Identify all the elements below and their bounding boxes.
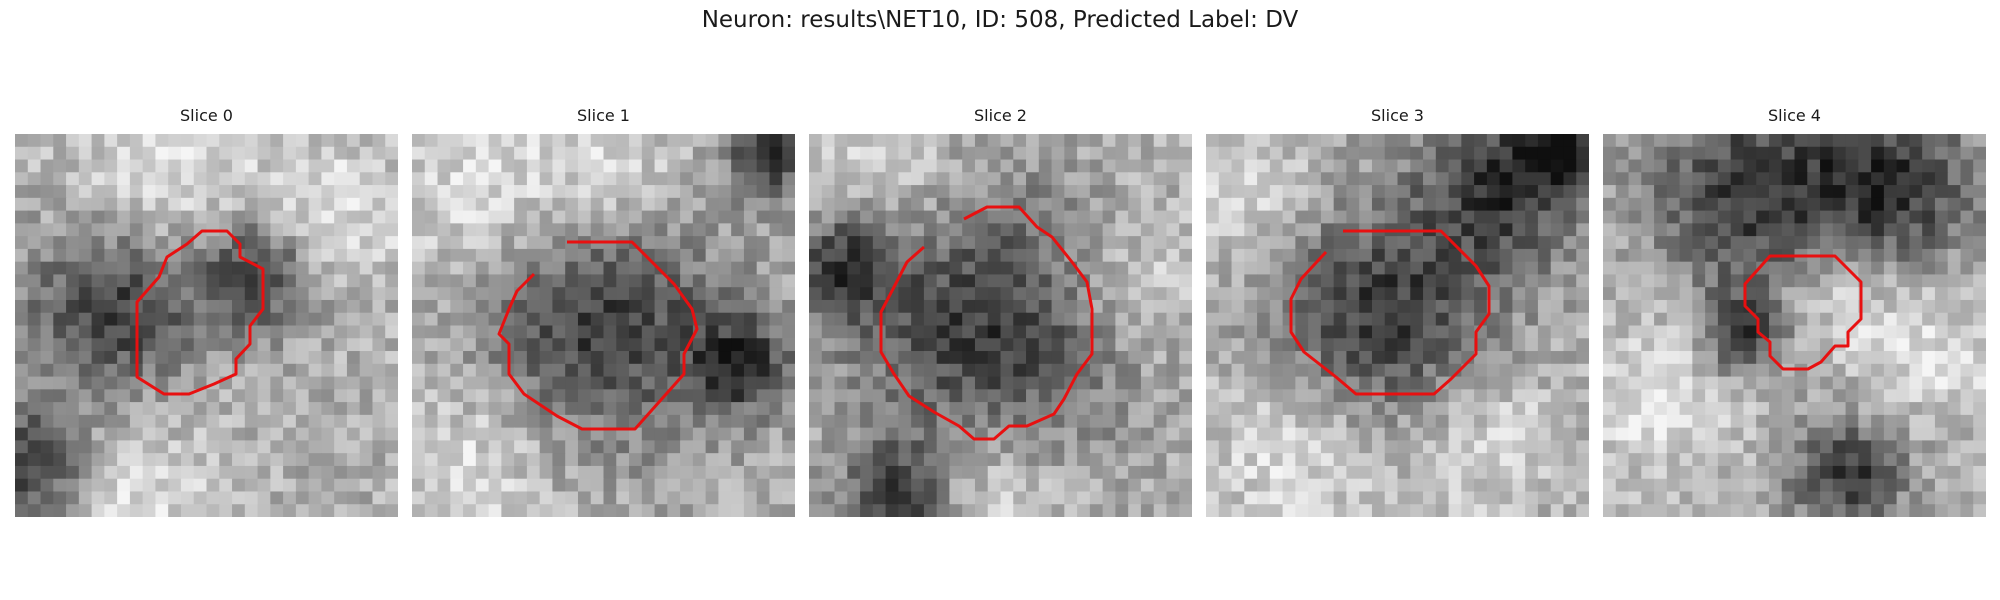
pixel-texture: [1603, 134, 1986, 517]
figure-title: Neuron: results\NET10, ID: 508, Predicte…: [701, 7, 1299, 33]
pixel-texture: [412, 134, 795, 517]
roi-contour: [135, 229, 265, 396]
slice-image: [1206, 134, 1589, 517]
roi-contour: [879, 205, 1094, 441]
roi-contour: [1743, 254, 1863, 371]
slice-image: [809, 134, 1192, 517]
slice-image: [1603, 134, 1986, 517]
slice-image: [15, 134, 398, 517]
slice-title: Slice 0: [180, 106, 233, 125]
slice-image: [412, 134, 795, 517]
pixel-texture: [809, 134, 1192, 517]
slice-title: Slice 4: [1768, 106, 1821, 125]
slice-title: Slice 1: [577, 106, 630, 125]
pixel-texture: [15, 134, 398, 517]
roi-contour: [497, 240, 699, 431]
roi-contour: [1289, 229, 1491, 396]
slice-title: Slice 3: [1371, 106, 1424, 125]
pixel-texture: [1206, 134, 1589, 517]
slice-title: Slice 2: [974, 106, 1027, 125]
